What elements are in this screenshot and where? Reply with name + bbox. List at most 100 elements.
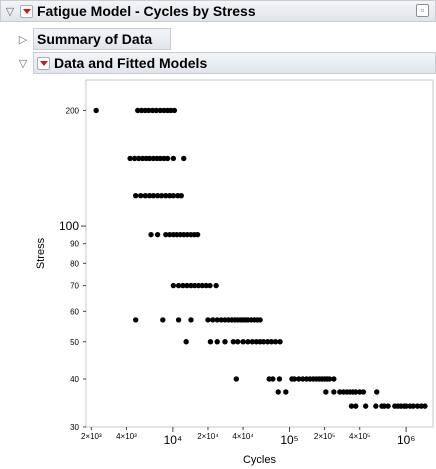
plot-frame <box>85 79 434 428</box>
x-tick-label: 2×10⁴ <box>197 432 219 441</box>
collapse-triangle-icon[interactable]: ▽ <box>18 57 28 70</box>
collapse-triangle-icon[interactable]: ▽ <box>5 5 15 18</box>
data-point <box>188 317 194 323</box>
data-point <box>184 282 190 289</box>
data-point <box>194 231 201 238</box>
data-point <box>264 339 271 345</box>
data-point <box>214 339 220 345</box>
data-point <box>207 339 214 345</box>
data-point <box>132 317 139 323</box>
data-point <box>153 107 159 114</box>
fitted-models-header: Data and Fitted Models <box>33 52 436 74</box>
data-point <box>300 376 306 382</box>
x-tick-label: 2×10³ <box>81 432 102 441</box>
data-point <box>150 192 157 199</box>
data-point <box>188 282 194 289</box>
y-tick-label: 70 <box>70 282 79 291</box>
data-point <box>230 339 237 345</box>
x-tick-label: 4×10⁴ <box>232 432 254 441</box>
y-tick-label: 50 <box>70 338 79 347</box>
data-point <box>135 107 141 114</box>
data-point <box>414 403 421 409</box>
y-axis: 30 40 50 60 70 80 90 100 200 <box>59 106 86 432</box>
x-tick-label: 4×10³ <box>116 432 137 441</box>
data-point <box>170 192 177 199</box>
data-point <box>323 389 329 395</box>
data-point <box>277 339 283 345</box>
data-point <box>170 155 177 162</box>
data-point <box>291 376 298 382</box>
data-point <box>163 192 169 199</box>
x-tick-label: 10⁶ <box>397 433 415 447</box>
data-point <box>268 339 275 345</box>
data-point <box>348 403 355 409</box>
data-point <box>410 403 416 409</box>
report-title: Fatigue Model - Cycles by Stress <box>37 3 256 19</box>
x-tick-label: 2×10⁵ <box>314 432 335 441</box>
red-triangle-menu-icon[interactable] <box>37 56 50 70</box>
data-point <box>253 339 260 345</box>
data-point <box>195 282 202 289</box>
y-tick-label: 40 <box>70 375 79 384</box>
data-point <box>331 376 337 382</box>
data-point <box>218 317 224 323</box>
y-axis-title: Stress <box>35 237 47 269</box>
data-point <box>136 155 142 162</box>
data-point <box>276 376 283 382</box>
y-tick-label: 200 <box>66 106 80 115</box>
data-point <box>260 339 267 345</box>
data-point <box>222 339 228 345</box>
data-point <box>207 282 213 289</box>
data-point <box>353 403 359 409</box>
y-tick-label: 80 <box>70 259 79 268</box>
data-point <box>381 403 388 409</box>
data-point <box>171 107 178 114</box>
data-point <box>180 282 186 289</box>
data-point <box>146 192 153 199</box>
summary-title: Summary of Data <box>37 31 153 47</box>
data-point <box>175 317 182 323</box>
data-point <box>283 389 289 395</box>
data-point <box>157 155 163 162</box>
data-point <box>240 339 246 345</box>
data-point <box>93 107 99 114</box>
data-point <box>210 317 216 323</box>
x-tick-label: 10⁴ <box>164 433 183 447</box>
data-point <box>296 376 302 382</box>
expand-triangle-icon[interactable]: ▷ <box>18 33 28 46</box>
data-point <box>373 403 379 409</box>
data-point <box>362 403 369 409</box>
data-point <box>205 317 211 323</box>
data-point <box>148 231 154 238</box>
data-points <box>93 107 428 409</box>
data-point <box>142 192 148 199</box>
data-point <box>422 403 428 409</box>
x-axis-title: Cycles <box>243 454 277 466</box>
data-point <box>160 317 166 323</box>
summary-header[interactable]: Summary of Data <box>33 28 171 50</box>
report-header: ▽ Fatigue Model - Cycles by Stress ▫ <box>0 0 436 22</box>
data-point <box>214 317 220 323</box>
data-point <box>257 317 263 323</box>
data-point <box>163 231 169 238</box>
window-corner-icon[interactable]: ▫ <box>416 4 429 17</box>
data-point <box>132 192 139 199</box>
data-point <box>326 376 333 382</box>
x-axis: 2×10³ 4×10³ 10⁴ 2×10⁴ 4×10⁴ 10⁵ 2×10⁵ 4×10⁵ 10⁶ <box>81 427 415 447</box>
data-point <box>233 376 240 382</box>
data-point <box>138 192 144 199</box>
data-point <box>178 192 184 199</box>
data-point <box>170 282 177 289</box>
data-point <box>374 389 380 395</box>
data-point <box>154 231 161 238</box>
data-point <box>331 389 337 395</box>
red-triangle-menu-icon[interactable] <box>20 4 33 18</box>
y-tick-label: 100 <box>59 219 79 233</box>
fitted-models-title: Data and Fitted Models <box>54 55 208 71</box>
data-point <box>199 282 206 289</box>
y-tick-label: 60 <box>70 307 79 316</box>
data-point <box>158 192 165 199</box>
data-point <box>154 192 161 199</box>
data-point <box>272 339 279 345</box>
data-point <box>270 376 276 382</box>
